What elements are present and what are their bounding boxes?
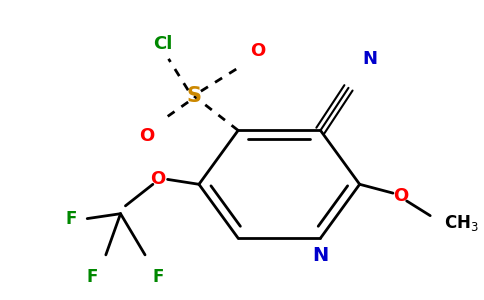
Text: O: O	[250, 42, 265, 60]
Text: Cl: Cl	[153, 35, 172, 53]
Text: F: F	[153, 268, 164, 286]
Text: O: O	[139, 128, 155, 146]
Text: F: F	[65, 210, 76, 228]
Text: S: S	[186, 86, 201, 106]
Text: O: O	[393, 187, 408, 205]
Text: O: O	[150, 170, 166, 188]
Text: N: N	[363, 50, 378, 68]
Text: N: N	[312, 246, 329, 265]
Text: CH$_3$: CH$_3$	[444, 214, 479, 233]
Text: F: F	[87, 268, 98, 286]
